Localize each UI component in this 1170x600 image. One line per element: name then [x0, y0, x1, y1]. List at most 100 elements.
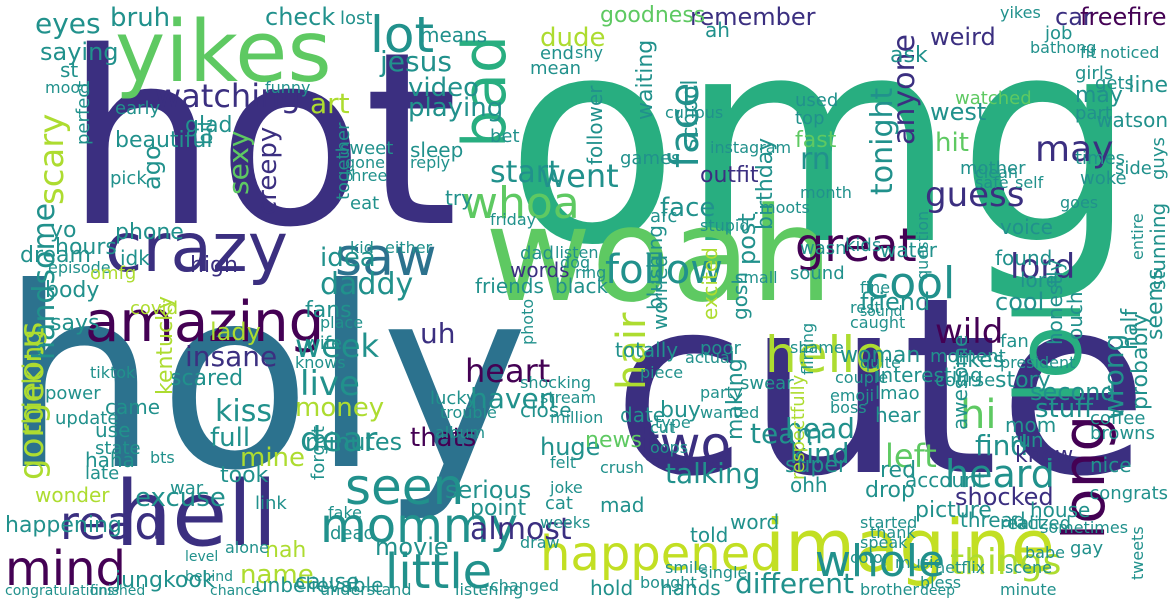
word-yikes-2: yikes	[1000, 3, 1041, 22]
word-woah: woah	[485, 179, 833, 331]
word-fast: fast	[795, 128, 837, 153]
word-mood: mood	[45, 78, 91, 97]
word-goes: goes	[1060, 193, 1099, 212]
word-name: name	[240, 560, 314, 590]
word-cut: cut	[650, 418, 676, 437]
word-kentucky: kentucky	[153, 295, 178, 395]
word-congrats: congrats	[1089, 483, 1168, 504]
word-run: run	[1010, 428, 1044, 452]
word-thread: thread	[960, 508, 1026, 532]
word-bought: bought	[640, 573, 697, 592]
word-tiktok: tiktok	[90, 363, 136, 382]
word-amazing: amazing	[85, 290, 325, 355]
word-daddy: daddy	[320, 267, 414, 302]
word-top: top	[795, 108, 825, 129]
word-photo: photo	[518, 298, 537, 345]
word-drop: drop	[865, 478, 915, 503]
word-heard: heard	[945, 452, 1055, 496]
word-creepy: creepy	[253, 126, 283, 215]
word-picture: picture	[915, 498, 992, 523]
word-voice: voice	[1000, 215, 1053, 239]
word-oops: oops	[650, 438, 689, 457]
word-high: high	[190, 253, 238, 278]
word-watching: watching	[155, 77, 301, 115]
word-gay: gay	[1070, 538, 1104, 559]
word-serious: serious	[445, 476, 532, 504]
word-told: told	[690, 523, 729, 547]
word-hit: hit	[935, 128, 969, 158]
word-together: together	[333, 122, 354, 200]
word-wild: wild	[935, 312, 1004, 352]
word-news: news	[585, 428, 642, 453]
word-girls: girls	[1075, 63, 1114, 84]
word-respectfully: respectfully	[788, 374, 809, 480]
word-line: line	[1128, 73, 1168, 98]
word-swear: swear	[740, 373, 794, 394]
word-found: found	[995, 246, 1053, 270]
word-woman: woman	[840, 343, 921, 368]
word-friends: friends	[475, 274, 544, 298]
word-live: live	[300, 364, 360, 404]
word-shame: shame	[790, 338, 844, 357]
word-boss: boss	[830, 398, 867, 417]
word-art: art	[310, 87, 350, 120]
word-president: president	[1000, 353, 1076, 372]
word-second: second	[1030, 378, 1116, 406]
word-browns: browns	[1090, 423, 1155, 444]
word-sleep: sleep	[410, 138, 464, 162]
word-two: two	[640, 416, 732, 474]
word-noticed: noticed	[1100, 43, 1160, 62]
word-came: came	[105, 395, 161, 419]
word-quite: quite	[860, 353, 901, 372]
word-shy: shy	[575, 43, 603, 62]
word-alone: alone	[225, 538, 270, 557]
word-mind: mind	[5, 541, 126, 597]
word-gets: gets	[1095, 73, 1134, 94]
word-says: says	[50, 311, 100, 336]
word-cool: cool	[865, 258, 956, 309]
word-actual: actual	[685, 348, 735, 367]
word-buy: buy	[660, 398, 701, 423]
word-mean: mean	[530, 58, 582, 79]
word-great: great	[795, 218, 917, 272]
word-blushing: blushing	[643, 225, 667, 310]
word-side: side	[1115, 158, 1152, 179]
word-games: games	[620, 148, 681, 169]
word-crush: crush	[600, 458, 644, 477]
word-may-2: may	[1075, 83, 1123, 108]
word-saw: saw	[335, 228, 437, 288]
word-link: link	[255, 493, 287, 514]
word-entire: entire	[1128, 213, 1147, 260]
word-coffee: coffee	[1090, 408, 1146, 429]
word-babe: babe	[1025, 543, 1065, 562]
word-watched: watched	[955, 88, 1032, 109]
word-words: words	[510, 258, 570, 282]
word-thinking: thinking	[18, 329, 48, 435]
word-times: times	[1075, 148, 1126, 169]
word-netflix: netflix	[935, 558, 986, 577]
word-three: three	[345, 166, 388, 185]
word-outfit: outfit	[700, 163, 759, 188]
word-mine: mine	[240, 443, 306, 473]
word-eat: eat	[350, 193, 380, 214]
word-red: red	[880, 458, 917, 483]
word-dream: dream	[20, 243, 91, 268]
word-reply: reply	[410, 153, 451, 172]
word-moment: moment	[930, 346, 1006, 367]
word-forgot: forgot	[308, 426, 329, 480]
word-speak: speak	[860, 533, 908, 552]
word-trouble: trouble	[440, 403, 497, 422]
word-guess: guess	[925, 175, 1025, 215]
word-covid: covid	[130, 298, 178, 319]
word-type: type	[655, 413, 691, 432]
word-hands: hands	[660, 576, 721, 600]
word-update: update	[55, 408, 119, 429]
word-stunning: stunning	[1146, 202, 1170, 290]
word-honestly: honestly	[1043, 259, 1067, 345]
word-body: body	[45, 278, 100, 303]
word-color: color	[850, 548, 890, 567]
word-weeks: weeks	[540, 513, 591, 532]
word-realized: realized	[1000, 513, 1072, 534]
word-understand: understand	[320, 580, 412, 599]
